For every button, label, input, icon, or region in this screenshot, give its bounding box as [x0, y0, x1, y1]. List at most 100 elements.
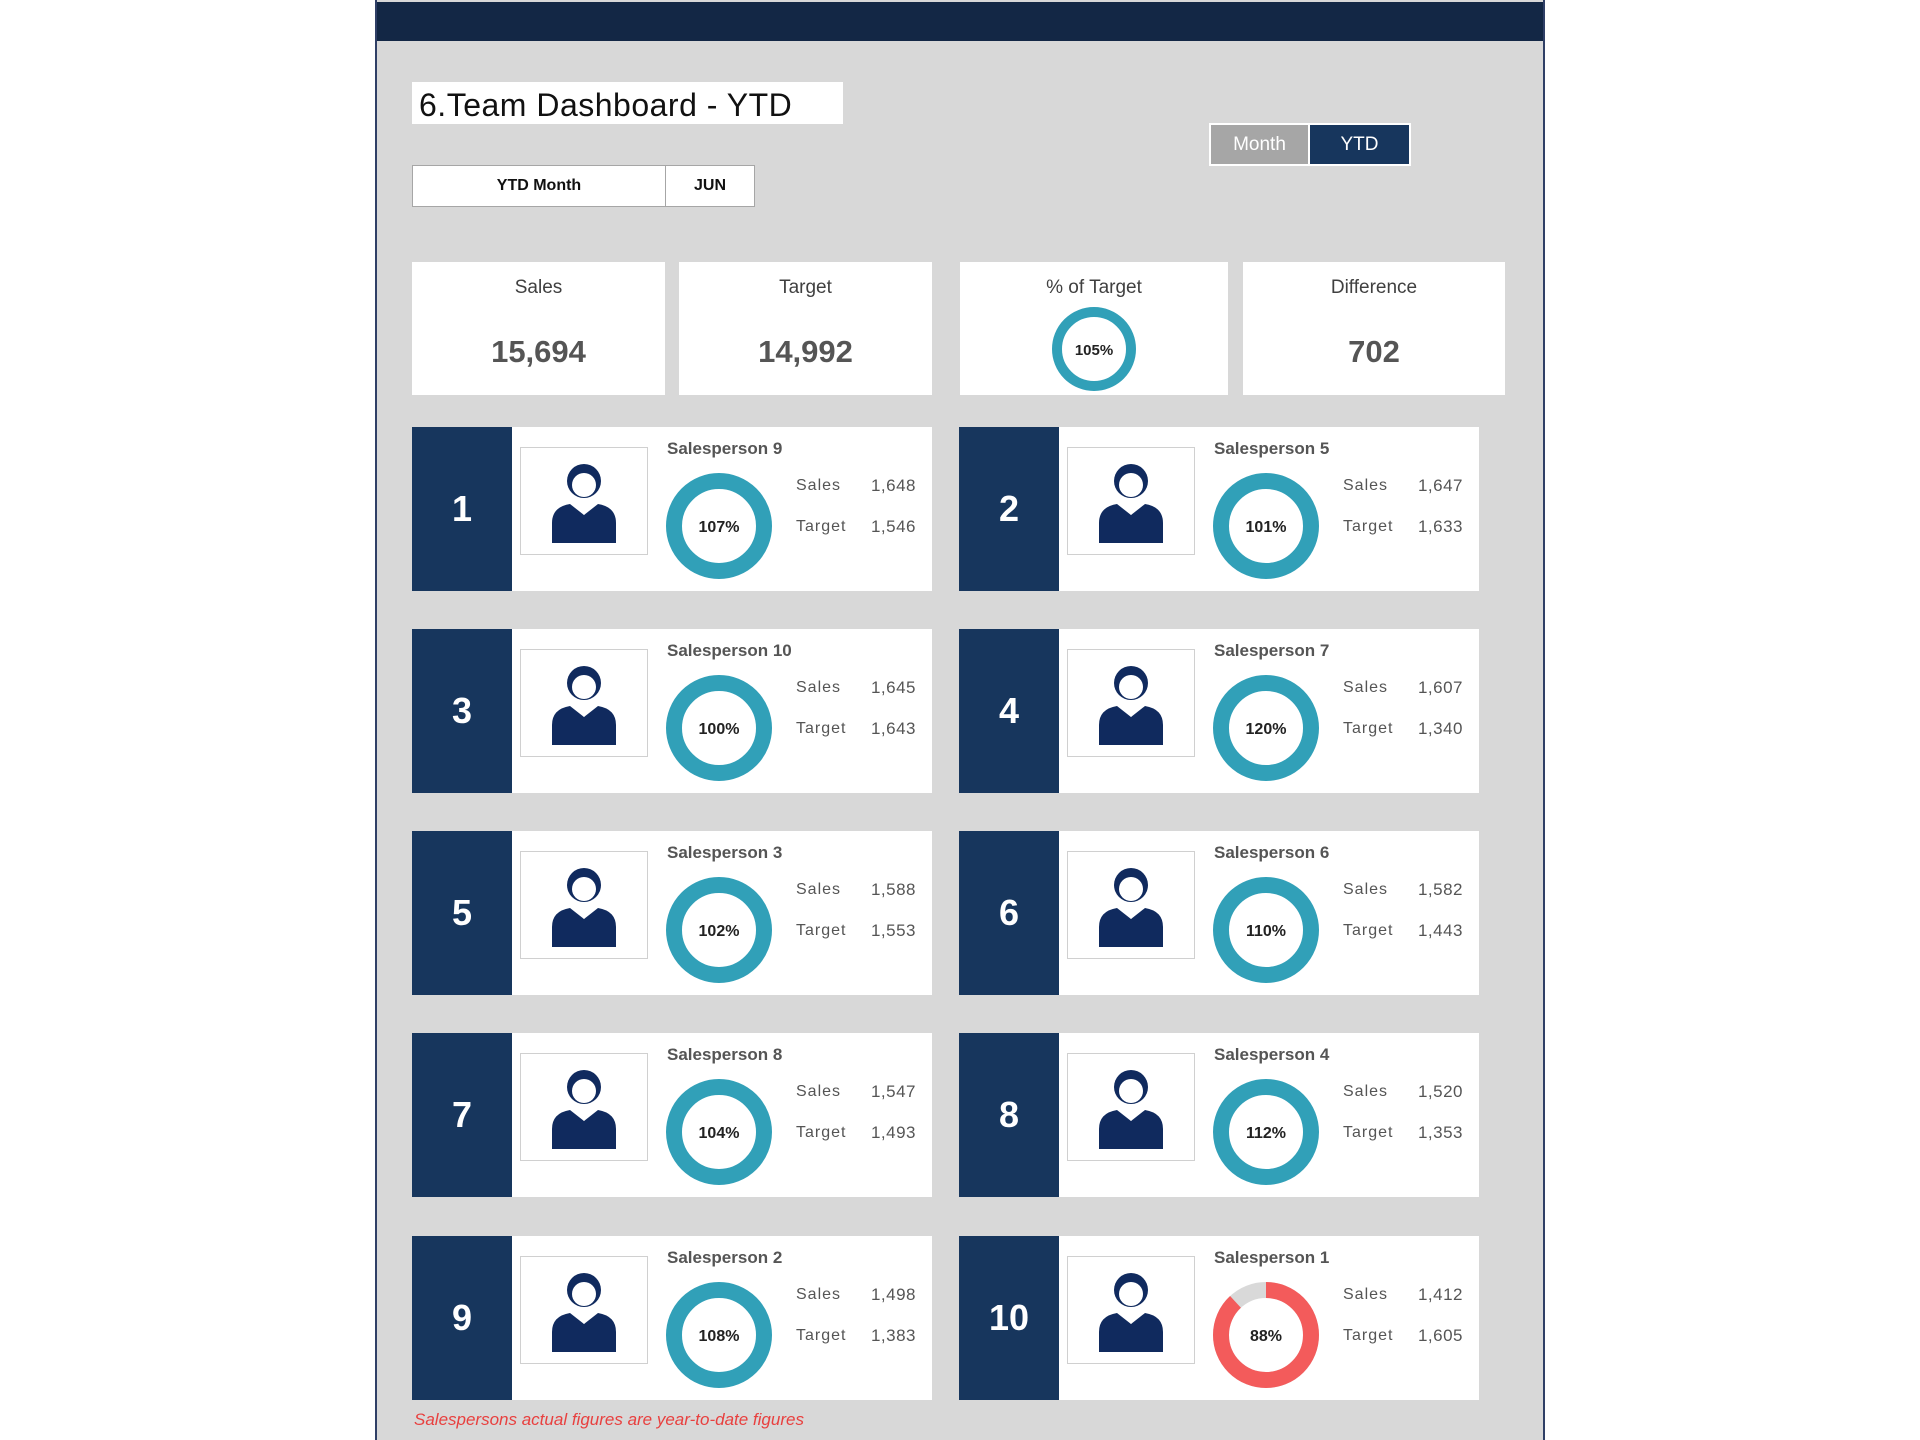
- avatar: [520, 851, 648, 959]
- kpi-sales-value: 15,694: [491, 334, 586, 369]
- pct-donut: 88%: [1213, 1282, 1319, 1388]
- avatar: [520, 1053, 648, 1161]
- target-label: Target: [796, 518, 847, 535]
- person-bald-glasses-icon: [1099, 464, 1163, 543]
- avatar: [1067, 447, 1195, 555]
- ytd-month-value[interactable]: JUN: [693, 177, 726, 194]
- sales-label: Sales: [1343, 1083, 1389, 1100]
- sales-value: 1,607: [1417, 678, 1463, 697]
- avatar: [520, 1256, 648, 1364]
- sales-value: 1,647: [1417, 476, 1463, 495]
- donut-track: [1213, 1079, 1319, 1185]
- pct-value: 112%: [1246, 1125, 1286, 1142]
- avatar: [1067, 649, 1195, 757]
- target-label: Target: [796, 720, 847, 737]
- donut-track: [666, 1079, 772, 1185]
- sales-value: 1,588: [870, 880, 916, 899]
- donut-track: [666, 1282, 772, 1388]
- pct-donut: 102%: [666, 877, 772, 983]
- rank-badge: 7: [412, 1033, 512, 1197]
- pct-value: 120%: [1246, 721, 1287, 738]
- target-value: 1,633: [1417, 517, 1463, 536]
- person-glasses-tie-icon: [1099, 1273, 1163, 1352]
- target-label: Target: [1343, 1124, 1394, 1141]
- salesperson-card: 10 Salesperson 1 88% Sales 1,412 Target 1,605: [959, 1236, 1479, 1400]
- title-box: 6.Team Dashboard - YTD: [412, 82, 843, 124]
- pct-donut: 107%: [666, 473, 772, 579]
- person-desk-icon: [1099, 868, 1163, 947]
- page-title: 6.Team Dashboard - YTD: [419, 87, 793, 123]
- person-tie-icon: [552, 464, 616, 543]
- ytd-month-label: YTD Month: [413, 166, 666, 206]
- top-banner: [377, 2, 1543, 41]
- pct-donut: 108%: [666, 1282, 772, 1388]
- kpi-pct-card: % of Target 105%: [960, 262, 1228, 395]
- target-label: Target: [1343, 518, 1394, 535]
- salesperson-card: 6 Salesperson 6 110% Sales 1,582 Target 1,443: [959, 831, 1479, 995]
- salesperson-name: Salesperson 1: [1214, 1248, 1330, 1267]
- sales-label: Sales: [796, 1083, 842, 1100]
- sales-label: Sales: [796, 477, 842, 494]
- rank-badge: 3: [412, 629, 512, 793]
- pct-value: 110%: [1246, 923, 1286, 940]
- kpi-pct-value: 105%: [1075, 342, 1113, 359]
- target-label: Target: [1343, 922, 1394, 939]
- person-bun-icon: [552, 1070, 616, 1149]
- salesperson-name: Salesperson 10: [667, 641, 792, 660]
- avatar: [520, 447, 648, 555]
- salesperson-name: Salesperson 7: [1214, 641, 1330, 660]
- avatar: [1067, 851, 1195, 959]
- salesperson-card: 8 Salesperson 4 112% Sales 1,520 Target 1,353: [959, 1033, 1479, 1197]
- pct-donut: 104%: [666, 1079, 772, 1185]
- target-label: Target: [1343, 1327, 1394, 1344]
- target-value: 1,605: [1417, 1326, 1463, 1345]
- target-value: 1,340: [1417, 719, 1463, 738]
- donut-track: [666, 877, 772, 983]
- sales-label: Sales: [1343, 477, 1389, 494]
- donut-arc: [1213, 1282, 1319, 1388]
- donut-track: [1213, 675, 1319, 781]
- rank-badge: 6: [959, 831, 1059, 995]
- pct-donut: 100%: [666, 675, 772, 781]
- salesperson-card: 5 Salesperson 3 102% Sales 1,588 Target 1,553: [412, 831, 932, 995]
- pct-value: 88%: [1250, 1328, 1282, 1345]
- avatar: [520, 649, 648, 757]
- sales-value: 1,648: [870, 476, 916, 495]
- donut-track: [666, 675, 772, 781]
- sales-value: 1,498: [870, 1285, 916, 1304]
- kpi-pct-label: % of Target: [1046, 277, 1142, 298]
- donut-track: [1213, 473, 1319, 579]
- salesperson-name: Salesperson 3: [667, 843, 783, 862]
- donut-track: [666, 473, 772, 579]
- rank-badge: 10: [959, 1236, 1059, 1400]
- target-value: 1,383: [870, 1326, 916, 1345]
- sales-label: Sales: [1343, 881, 1389, 898]
- ytd-button[interactable]: YTD: [1310, 123, 1411, 166]
- sales-value: 1,412: [1417, 1285, 1463, 1304]
- person-beard-sunglasses-icon: [1099, 666, 1163, 745]
- salesperson-card: 4 Salesperson 7 120% Sales 1,607 Target 1,340: [959, 629, 1479, 793]
- ytd-month-selector[interactable]: YTD Month JUN: [412, 165, 755, 207]
- salesperson-name: Salesperson 5: [1214, 439, 1330, 458]
- person-suit-icon: [1099, 1070, 1163, 1149]
- donut-track: [1213, 877, 1319, 983]
- kpi-target-card: Target 14,992: [679, 262, 932, 395]
- salesperson-name: Salesperson 9: [667, 439, 783, 458]
- pct-value: 108%: [699, 1328, 740, 1345]
- salesperson-name: Salesperson 4: [1214, 1045, 1330, 1064]
- sales-label: Sales: [796, 1286, 842, 1303]
- kpi-sales-label: Sales: [514, 277, 563, 298]
- month-button[interactable]: Month: [1209, 123, 1310, 166]
- rank-badge: 4: [959, 629, 1059, 793]
- target-label: Target: [796, 922, 847, 939]
- salesperson-card: 1 Salesperson 9 107% Sales 1,648 Target 1,546: [412, 427, 932, 591]
- sales-value: 1,520: [1417, 1082, 1463, 1101]
- sales-label: Sales: [796, 679, 842, 696]
- sales-label: Sales: [796, 881, 842, 898]
- salesperson-name: Salesperson 6: [1214, 843, 1330, 862]
- kpi-pct-ring: [1052, 307, 1136, 391]
- sales-value: 1,547: [870, 1082, 916, 1101]
- kpi-sales-card: Sales 15,694: [412, 262, 665, 395]
- footnote: Salespersons actual figures are year-to-…: [414, 1410, 804, 1429]
- target-label: Target: [796, 1327, 847, 1344]
